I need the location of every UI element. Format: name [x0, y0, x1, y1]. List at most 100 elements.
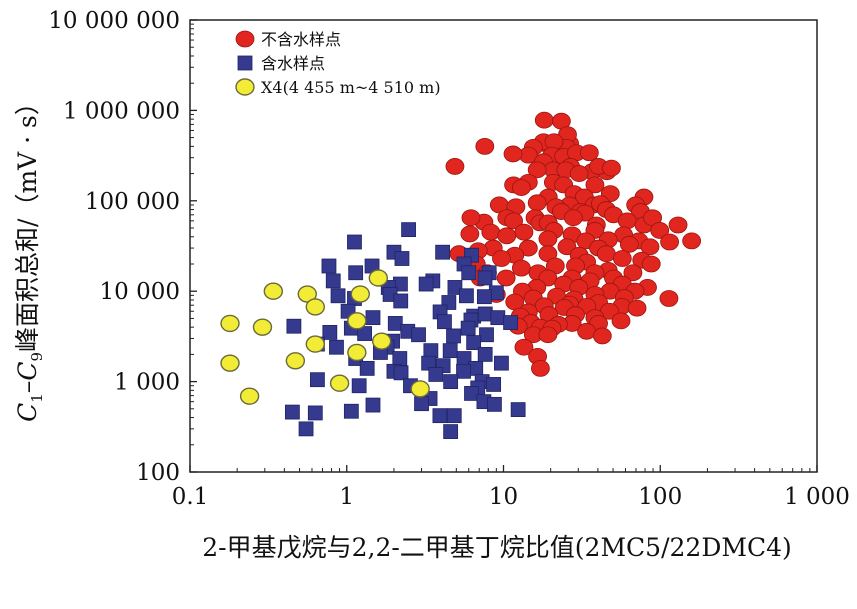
water-point: [418, 276, 434, 292]
x4-point: [368, 269, 389, 287]
no-water-point: [461, 209, 481, 227]
water-point: [387, 316, 403, 331]
water-point: [503, 315, 519, 330]
x4-point: [347, 343, 367, 362]
water-point: [446, 328, 461, 344]
x4-point: [305, 335, 325, 353]
y-label-rest: 峰面积总和/（mV · s）: [13, 90, 42, 352]
no-water-point: [475, 137, 495, 155]
water-point: [466, 335, 482, 351]
no-water-point: [534, 111, 554, 129]
no-water-point: [569, 165, 589, 182]
legend-label: 含水样点: [261, 54, 325, 73]
legend-item-water: 含水样点: [237, 54, 325, 73]
legend-marker: [235, 30, 255, 48]
x4-point: [285, 352, 306, 370]
no-water-point: [612, 250, 632, 267]
x-axis-label: 2-甲基戊烷与2,2-二甲基丁烷比值(2MC5/22DMC4): [202, 533, 792, 562]
no-water-point: [538, 326, 558, 344]
legend-marker: [237, 55, 253, 71]
legend-label: X4(4 455 m~4 510 m): [261, 78, 441, 97]
x4-point: [329, 374, 350, 392]
x4-point: [305, 298, 325, 316]
water-point: [393, 293, 409, 309]
no-water-point: [511, 179, 531, 196]
water-point: [479, 327, 494, 343]
no-water-point: [650, 222, 670, 239]
water-point: [286, 318, 302, 334]
water-point: [443, 424, 459, 439]
no-water-point: [531, 359, 550, 377]
no-water-point: [640, 238, 660, 256]
water-point: [477, 270, 493, 286]
water-point: [442, 343, 458, 359]
no-water-point: [577, 322, 597, 340]
x4-point: [239, 387, 260, 405]
no-water-point: [514, 223, 534, 241]
no-water-point: [460, 225, 480, 243]
x4-point: [263, 282, 284, 300]
no-water-point: [538, 230, 558, 248]
water-point: [464, 386, 479, 401]
no-water-point: [504, 212, 524, 230]
x4-point: [220, 314, 240, 333]
no-water-point: [592, 327, 612, 345]
water-point: [459, 288, 474, 304]
water-point: [486, 377, 502, 392]
water-point: [359, 360, 375, 376]
water-point: [432, 408, 448, 424]
no-water-point: [527, 194, 547, 212]
water-point: [310, 372, 325, 388]
x-tick-label: 10: [489, 484, 518, 510]
series-x4-point: [220, 269, 430, 405]
water-point: [392, 351, 408, 366]
y-tick-label: 10 000: [100, 279, 180, 305]
water-point: [284, 404, 300, 420]
water-point: [322, 325, 338, 340]
no-water-point: [627, 299, 647, 317]
x4-point: [350, 285, 370, 303]
no-water-point: [585, 176, 605, 194]
series-no-water-point: [445, 111, 702, 377]
legend-item-no-water: 不含水样点: [235, 30, 341, 49]
water-point: [435, 244, 451, 260]
water-point: [446, 408, 462, 424]
x4-point: [220, 354, 240, 372]
no-water-point: [481, 223, 501, 241]
no-water-point: [563, 209, 583, 227]
water-point: [357, 326, 373, 341]
y-label-sub1: 1: [28, 393, 46, 403]
no-water-point: [596, 245, 616, 263]
x4-point: [371, 332, 392, 350]
water-point: [325, 273, 341, 289]
no-water-point: [617, 212, 637, 230]
x-tick-label: 1: [339, 484, 354, 510]
no-water-point: [445, 158, 465, 175]
water-point: [456, 363, 471, 379]
water-point: [460, 320, 476, 336]
y-tick-label: 10 000 000: [48, 8, 180, 34]
water-point: [393, 365, 409, 381]
no-water-point: [579, 144, 599, 162]
no-water-point: [511, 259, 531, 277]
water-point: [298, 421, 314, 437]
legend-label: 不含水样点: [261, 30, 341, 49]
no-water-point: [503, 145, 523, 163]
water-point: [343, 403, 359, 419]
y-axis-ticks: 10 000 000 1 000 000 100 000 10 000 1 000 100: [48, 8, 197, 486]
y-label-c1: C: [13, 403, 42, 422]
water-point: [428, 367, 444, 382]
x4-point: [347, 312, 367, 330]
series-water-point: [284, 222, 526, 439]
no-water-point: [527, 161, 547, 179]
water-point: [461, 265, 477, 281]
water-point: [351, 378, 367, 394]
y-tick-label: 100 000: [85, 189, 180, 215]
water-point: [401, 222, 416, 238]
no-water-point: [611, 312, 631, 330]
water-point: [447, 280, 463, 295]
water-point: [347, 234, 362, 250]
no-water-point: [492, 250, 511, 267]
